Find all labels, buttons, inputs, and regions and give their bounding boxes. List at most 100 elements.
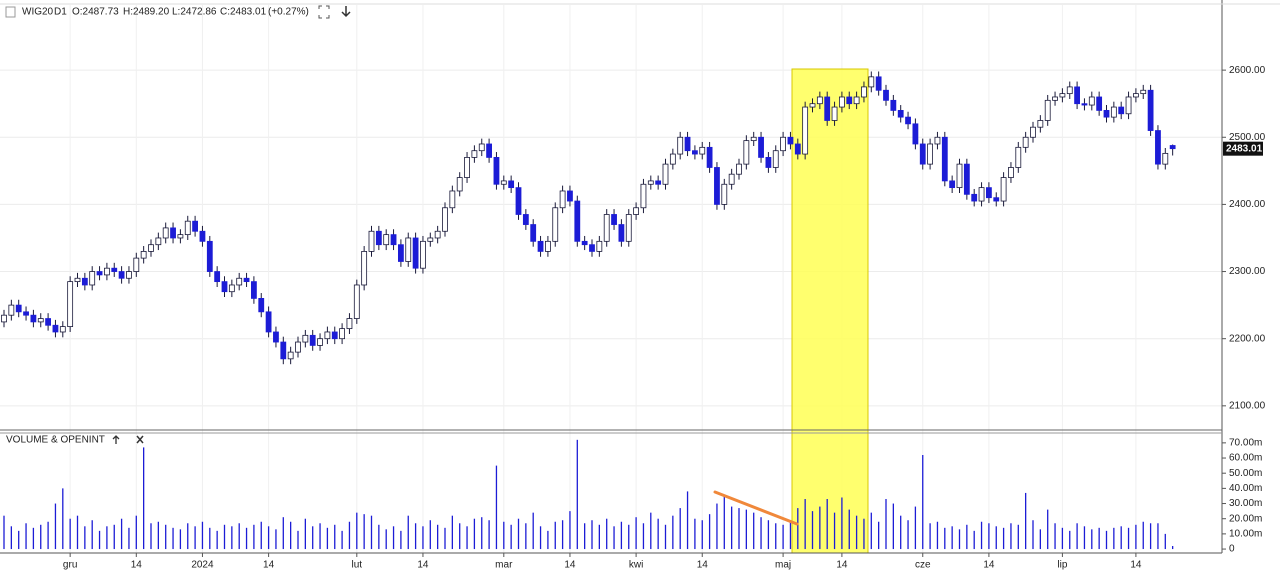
candle-body xyxy=(346,318,353,330)
x-tick-label: 14 xyxy=(836,560,848,571)
candle-body xyxy=(243,277,250,283)
y-tick-label: 2300.00 xyxy=(1229,266,1266,277)
symbol: WIG20 xyxy=(22,7,54,18)
candle-body xyxy=(1008,167,1014,178)
candle-body xyxy=(324,331,331,340)
candle-body xyxy=(1133,93,1139,98)
candle-body xyxy=(515,187,522,215)
candle-body xyxy=(162,227,169,239)
candle-body xyxy=(530,224,537,242)
candle-body xyxy=(1118,106,1125,115)
candle-body xyxy=(728,173,735,185)
candle-body xyxy=(397,244,404,262)
x-tick-label: kwi xyxy=(629,560,643,571)
candle-body xyxy=(184,220,191,236)
panel-title: VOLUME & OPENINT xyxy=(6,435,105,446)
candle-body xyxy=(1074,86,1080,105)
candle-body xyxy=(559,190,566,209)
candle-body xyxy=(265,311,272,333)
candle-body xyxy=(104,267,110,276)
candle-body xyxy=(853,96,860,105)
candle-body xyxy=(170,227,176,239)
x-tick-label: 14 xyxy=(564,560,576,571)
candle-body xyxy=(625,214,632,242)
candle-body xyxy=(706,146,713,168)
candle-body xyxy=(567,190,573,202)
candle-body xyxy=(949,180,956,189)
candle-body xyxy=(971,193,978,202)
candle-body xyxy=(1081,103,1088,106)
candle-body xyxy=(74,277,81,283)
candle-body xyxy=(258,298,265,313)
open-value: O:2487.73 xyxy=(72,7,119,18)
candle-body xyxy=(794,143,801,155)
y-tick-label: 40.00m xyxy=(1229,483,1262,494)
candle-body xyxy=(1110,106,1117,118)
candle-body xyxy=(647,180,654,185)
candle-body xyxy=(1103,110,1110,118)
plot-bg xyxy=(0,0,1222,553)
candle-body xyxy=(905,116,911,125)
candle-body xyxy=(743,140,750,165)
candle-body xyxy=(1,314,7,323)
candle-body xyxy=(692,150,698,155)
candle-body xyxy=(331,331,338,340)
candle-body xyxy=(1015,146,1022,168)
candle-body xyxy=(368,230,375,252)
timeframe: D1 xyxy=(54,7,67,18)
candle-body xyxy=(831,106,838,121)
candle-body xyxy=(486,143,493,158)
move-up-icon[interactable] xyxy=(112,435,120,444)
menu-icon[interactable] xyxy=(5,6,16,18)
candle-body xyxy=(875,76,882,91)
candle-body xyxy=(1147,89,1154,131)
candle-body xyxy=(177,234,184,239)
candle-body xyxy=(772,150,779,168)
x-tick-label: lip xyxy=(1057,560,1067,571)
candle-body xyxy=(640,183,647,209)
candle-body xyxy=(669,153,676,165)
candle-body xyxy=(750,136,757,142)
candle-body xyxy=(67,281,74,328)
candle-body xyxy=(118,271,125,279)
candle-body xyxy=(758,136,764,158)
trend-annotation xyxy=(713,490,799,526)
candle-body xyxy=(250,281,257,299)
candle-body xyxy=(677,136,684,155)
candle-body xyxy=(302,334,309,343)
x-tick-label: gru xyxy=(63,560,77,571)
candle-body xyxy=(824,96,831,121)
candle-body xyxy=(52,324,59,333)
x-tick-label: 2024 xyxy=(191,560,214,571)
candle-body xyxy=(471,150,478,158)
high-value: H:2489.20 xyxy=(123,7,170,18)
x-tick-label: mar xyxy=(495,560,513,571)
candle-body xyxy=(81,277,88,286)
candle-body xyxy=(449,190,456,209)
candle-body xyxy=(1044,99,1051,121)
candle-body xyxy=(464,157,470,178)
candle-body xyxy=(493,157,500,185)
close-panel-icon[interactable] xyxy=(136,435,144,444)
x-tick-label: 14 xyxy=(983,560,995,571)
candle-body xyxy=(434,230,441,239)
candle-body xyxy=(228,284,235,293)
collapse-icon[interactable] xyxy=(341,6,351,18)
marks xyxy=(1,71,1176,550)
candle-body xyxy=(1096,96,1103,111)
maximize-icon[interactable] xyxy=(318,5,330,19)
candle-body xyxy=(537,240,544,252)
candle-body xyxy=(765,157,772,168)
y-tick-label: 30.00m xyxy=(1229,498,1262,509)
candle-body xyxy=(1022,136,1029,148)
candle-body xyxy=(478,143,485,152)
candle-body xyxy=(133,257,140,272)
candle-body xyxy=(8,304,15,316)
candle-body xyxy=(1059,93,1066,98)
candle-body xyxy=(618,224,625,242)
candle-body xyxy=(816,96,823,105)
candle-body xyxy=(839,96,845,108)
candle-body xyxy=(1125,96,1132,115)
candle-body xyxy=(552,207,559,242)
